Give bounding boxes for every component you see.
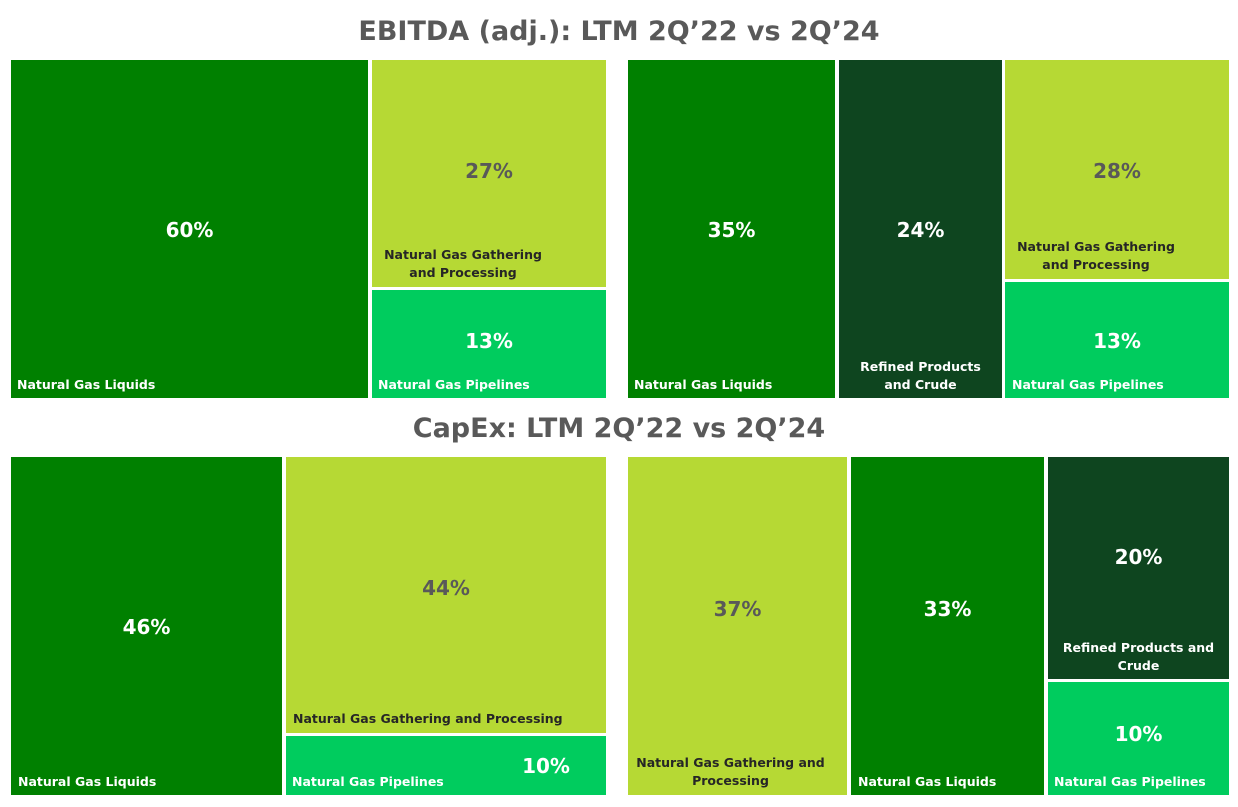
tile-label: Natural Gas Pipelines — [1054, 774, 1206, 789]
treemap-tile-natural-gas-liquids: 35% Natural Gas Liquids — [628, 60, 835, 398]
tile-value: 46% — [122, 615, 171, 639]
treemap-tile-gathering-processing: 37% Natural Gas Gathering and Processing — [628, 457, 847, 795]
tile-label: Refined Products and Crude — [1062, 640, 1215, 673]
capex-title: CapEx: LTM 2Q’22 vs 2Q’24 — [412, 413, 826, 444]
tile-label: Refined Products and Crude — [860, 359, 981, 392]
treemap-tile-natural-gas-pipelines: 10% Natural Gas Pipelines — [1048, 682, 1229, 795]
tile-label: Natural Gas Pipelines — [292, 774, 444, 789]
treemap-tile-gathering-processing: 27% Natural Gas Gathering and Processing — [372, 60, 606, 287]
capex-2q24-treemap: 37% Natural Gas Gathering and Processing… — [628, 457, 1229, 795]
tile-value: 10% — [522, 754, 570, 778]
treemap-tile-natural-gas-liquids: 60% Natural Gas Liquids — [11, 60, 368, 398]
tile-value: 37% — [713, 597, 762, 621]
tile-value: 24% — [896, 218, 945, 242]
treemap-tile-refined-products: 24% Refined Products and Crude — [839, 60, 1002, 398]
tile-value: 33% — [923, 597, 972, 621]
tile-value: 13% — [1093, 329, 1141, 353]
treemap-tile-natural-gas-liquids: 46% Natural Gas Liquids — [11, 457, 282, 795]
treemap-tile-natural-gas-pipelines: 10% Natural Gas Pipelines — [286, 736, 606, 795]
tile-label: Natural Gas Pipelines — [378, 377, 530, 392]
tile-value: 60% — [165, 218, 214, 242]
tile-label: Natural Gas Liquids — [634, 377, 773, 392]
treemap-tile-gathering-processing: 28% Natural Gas Gathering and Processing — [1005, 60, 1229, 279]
ebitda-2q22-treemap: 60% Natural Gas Liquids 27% Natural Gas … — [11, 60, 606, 398]
tile-value: 27% — [465, 159, 513, 183]
tile-value: 35% — [707, 218, 756, 242]
ebitda-2q24-treemap: 35% Natural Gas Liquids 24% Refined Prod… — [628, 60, 1229, 398]
tile-value: 28% — [1093, 159, 1141, 183]
tile-value: 13% — [465, 329, 513, 353]
treemap-tile-natural-gas-pipelines: 13% Natural Gas Pipelines — [1005, 282, 1229, 398]
tile-label: Natural Gas Pipelines — [1012, 377, 1164, 392]
tile-label: Natural Gas Gathering and Processing — [1017, 239, 1175, 272]
treemap-tile-natural-gas-pipelines: 13% Natural Gas Pipelines — [372, 290, 606, 398]
treemap-tile-gathering-processing: 44% Natural Gas Gathering and Processing — [286, 457, 606, 733]
tile-label: Natural Gas Gathering and Processing — [293, 711, 563, 726]
tile-value: 10% — [1114, 722, 1163, 746]
tile-label: Natural Gas Gathering and Processing — [384, 247, 542, 280]
treemap-tile-refined-products: 20% Refined Products and Crude — [1048, 457, 1229, 679]
tile-value: 44% — [422, 576, 470, 600]
tile-label: Natural Gas Liquids — [18, 774, 157, 789]
tile-label: Natural Gas Liquids — [858, 774, 997, 789]
tile-value: 20% — [1114, 545, 1163, 569]
tile-label: Natural Gas Liquids — [17, 377, 156, 392]
tile-label: Natural Gas Gathering and Processing — [636, 755, 825, 788]
capex-2q22-treemap: 46% Natural Gas Liquids 44% Natural Gas … — [11, 457, 606, 795]
ebitda-title: EBITDA (adj.): LTM 2Q’22 vs 2Q’24 — [358, 16, 880, 47]
treemap-tile-natural-gas-liquids: 33% Natural Gas Liquids — [851, 457, 1044, 795]
